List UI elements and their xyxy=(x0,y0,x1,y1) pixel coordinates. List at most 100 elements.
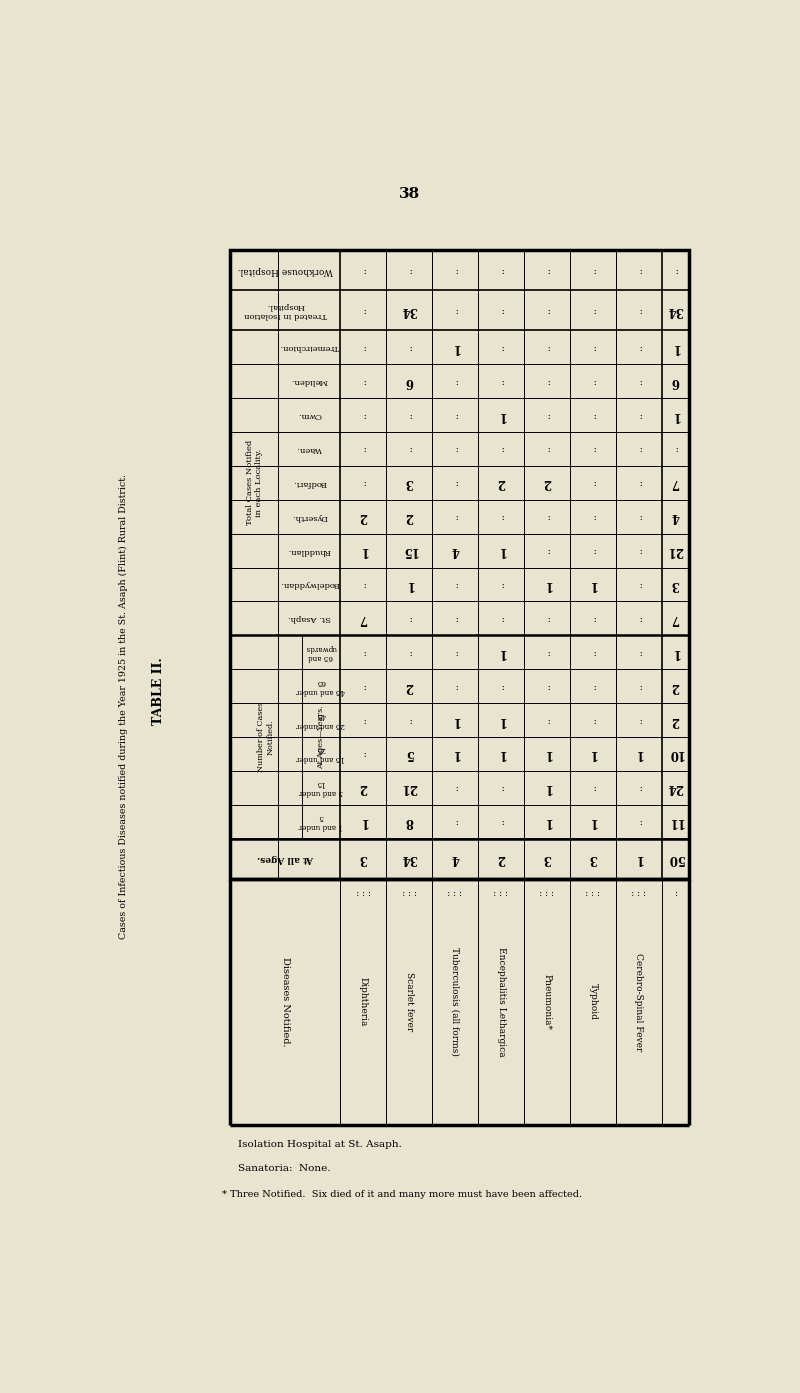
Text: :: : xyxy=(499,376,503,386)
Text: :: : xyxy=(591,376,594,386)
Text: Isolation Hospital at St. Asaph.: Isolation Hospital at St. Asaph. xyxy=(238,1141,402,1149)
Text: : : :: : : : xyxy=(631,887,646,897)
Text: :: : xyxy=(407,614,411,623)
Text: :: : xyxy=(499,579,503,589)
Text: 15: 15 xyxy=(401,545,418,557)
Text: :: : xyxy=(674,444,677,454)
Text: :: : xyxy=(637,648,641,656)
Text: * Three Notified.  Six died of it and many more must have been affected.: * Three Notified. Six died of it and man… xyxy=(222,1191,582,1199)
Text: :: : xyxy=(499,614,503,623)
Text: 34: 34 xyxy=(667,304,684,316)
Text: 1: 1 xyxy=(671,341,679,354)
Text: 21: 21 xyxy=(667,545,684,557)
Text: : : :: : : : xyxy=(448,887,462,897)
Text: 2: 2 xyxy=(405,510,414,524)
Text: :: : xyxy=(637,343,641,352)
Text: Workhouse Hospital.: Workhouse Hospital. xyxy=(238,266,333,274)
Text: 1: 1 xyxy=(671,646,679,659)
Text: 1: 1 xyxy=(589,748,597,761)
Text: :: : xyxy=(591,478,594,488)
Text: :: : xyxy=(546,546,549,556)
Text: :: : xyxy=(454,306,457,315)
Text: 21: 21 xyxy=(401,781,418,794)
Text: :: : xyxy=(546,513,549,521)
Text: :: : xyxy=(454,783,457,793)
Text: Cwm.: Cwm. xyxy=(298,411,322,419)
Text: Number of Cases
Notified.: Number of Cases Notified. xyxy=(258,702,274,772)
Text: 24: 24 xyxy=(667,781,684,794)
Text: 65 and
upwards: 65 and upwards xyxy=(305,644,337,660)
Text: 1: 1 xyxy=(635,853,643,865)
Text: :: : xyxy=(591,716,594,724)
Text: TABLE II.: TABLE II. xyxy=(152,657,165,724)
Text: 1: 1 xyxy=(451,341,459,354)
Text: :: : xyxy=(637,716,641,724)
Text: :: : xyxy=(591,513,594,521)
Text: :: : xyxy=(362,579,365,589)
Text: 1: 1 xyxy=(451,748,459,761)
Text: 2: 2 xyxy=(359,781,367,794)
Text: :: : xyxy=(546,343,549,352)
Text: Total Cases Notified
in each Locality.: Total Cases Notified in each Locality. xyxy=(246,440,263,525)
Text: 1: 1 xyxy=(671,408,679,422)
Text: 1: 1 xyxy=(497,545,505,557)
Text: :: : xyxy=(546,444,549,454)
Text: 25 and under
45: 25 and under 45 xyxy=(297,712,346,729)
Text: 7: 7 xyxy=(671,612,679,625)
Text: :: : xyxy=(591,343,594,352)
Text: :: : xyxy=(362,716,365,724)
Text: 2: 2 xyxy=(405,680,414,692)
Text: 34: 34 xyxy=(401,853,418,865)
Text: :: : xyxy=(454,681,457,691)
Text: :: : xyxy=(362,681,365,691)
Text: :: : xyxy=(637,478,641,488)
Bar xyxy=(230,251,689,879)
Text: : : :: : : : xyxy=(540,887,554,897)
Text: 38: 38 xyxy=(399,187,421,201)
Text: 7: 7 xyxy=(671,476,679,489)
Text: Diphtheria: Diphtheria xyxy=(358,976,368,1027)
Text: :: : xyxy=(407,716,411,724)
Text: 1: 1 xyxy=(359,815,367,829)
Text: 10: 10 xyxy=(667,748,683,761)
Text: :: : xyxy=(499,681,503,691)
Text: :: : xyxy=(637,579,641,589)
Text: :: : xyxy=(591,444,594,454)
Text: Dyserth.: Dyserth. xyxy=(291,513,327,521)
Text: :: : xyxy=(362,444,365,454)
Text: Scarlet fever: Scarlet fever xyxy=(405,972,414,1031)
Text: :: : xyxy=(499,343,503,352)
Text: :: : xyxy=(546,614,549,623)
Text: 4: 4 xyxy=(451,545,459,557)
Text: : : :: : : : xyxy=(494,887,509,897)
Text: :: : xyxy=(362,306,365,315)
Text: Treated in Isolation
Hospital.: Treated in Isolation Hospital. xyxy=(244,302,326,319)
Text: 1: 1 xyxy=(543,815,551,829)
Text: 1: 1 xyxy=(543,578,551,591)
Text: :: : xyxy=(454,376,457,386)
Text: :: : xyxy=(591,411,594,419)
Text: : : :: : : : xyxy=(586,887,600,897)
Text: 34: 34 xyxy=(401,304,418,316)
Text: :: : xyxy=(362,376,365,386)
Text: :: : xyxy=(546,411,549,419)
Text: :: : xyxy=(407,411,411,419)
Text: 2: 2 xyxy=(497,476,505,489)
Text: 1: 1 xyxy=(497,713,505,727)
Text: :: : xyxy=(362,648,365,656)
Text: Sanatoria:  None.: Sanatoria: None. xyxy=(238,1163,330,1173)
Text: :: : xyxy=(499,818,503,826)
Text: :: : xyxy=(454,614,457,623)
Text: :: : xyxy=(637,614,641,623)
Text: 1: 1 xyxy=(497,408,505,422)
Text: 8: 8 xyxy=(405,815,414,829)
Text: :: : xyxy=(591,266,594,274)
Text: 5: 5 xyxy=(405,748,414,761)
Text: 3: 3 xyxy=(543,853,551,865)
Text: 2: 2 xyxy=(359,510,367,524)
Text: :: : xyxy=(637,818,641,826)
Text: Tremeirchion.: Tremeirchion. xyxy=(279,343,339,351)
Text: :: : xyxy=(454,444,457,454)
Text: :: : xyxy=(546,681,549,691)
Text: 1 and under
5: 1 and under 5 xyxy=(298,814,343,830)
